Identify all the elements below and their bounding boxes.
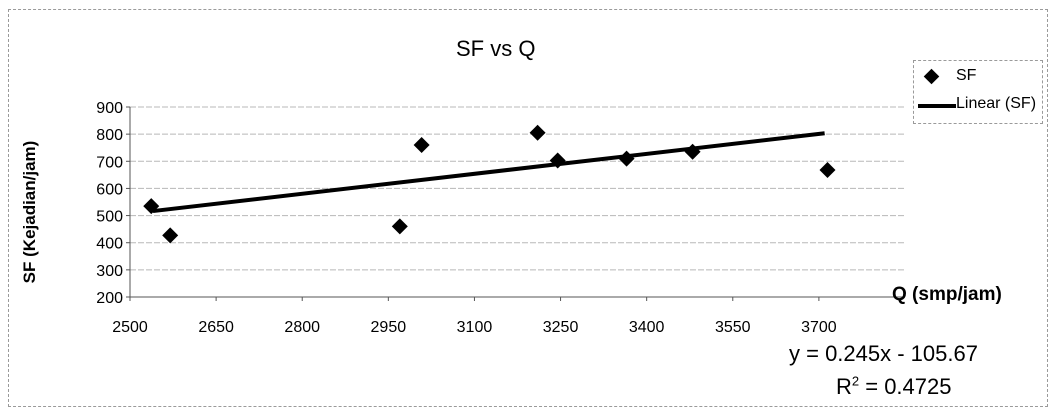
r-squared-value: = 0.4725	[859, 374, 952, 399]
y-tick-label: 800	[96, 127, 123, 144]
chart-frame	[8, 9, 1048, 407]
data-point	[391, 218, 408, 235]
y-tick-label: 400	[96, 236, 123, 253]
trendline-equation: y = 0.245x - 105.67	[789, 341, 978, 366]
legend-label-sf: SF	[956, 67, 977, 84]
x-tick-label: 2650	[198, 319, 234, 336]
y-tick-label: 600	[96, 181, 123, 198]
r-squared-symbol: R	[836, 374, 852, 399]
diamond-marker-icon	[923, 68, 940, 85]
x-tick-label: 3550	[715, 319, 751, 336]
data-point	[819, 161, 836, 178]
x-tick-label: 3700	[801, 319, 837, 336]
r-squared-label: R2 = 0.4725	[836, 374, 952, 400]
r-squared-exponent: 2	[851, 373, 860, 389]
legend: SF Linear (SF)	[913, 60, 1043, 124]
data-point	[413, 137, 430, 153]
x-tick-label: 3250	[543, 319, 579, 336]
x-axis-label: Q (smp/jam)	[892, 284, 1002, 305]
chart-title: SF vs Q	[456, 36, 536, 61]
y-tick-label: 200	[96, 290, 123, 307]
y-axis-label: SF (Kejadian/jam)	[20, 140, 39, 284]
data-point	[684, 143, 701, 160]
trendline	[152, 131, 825, 214]
y-tick-label: 500	[96, 209, 123, 226]
data-point	[529, 124, 546, 141]
y-tick-label: 900	[96, 100, 123, 117]
x-tick-label: 2800	[284, 319, 320, 336]
y-tick-label: 700	[96, 154, 123, 171]
legend-label-linear: Linear (SF)	[956, 95, 1037, 112]
data-point	[143, 198, 160, 215]
legend-item-linear: Linear (SF)	[914, 95, 1044, 115]
x-tick-label: 2500	[112, 319, 148, 336]
data-point	[618, 150, 635, 167]
legend-item-sf: SF	[914, 67, 1034, 87]
data-point	[549, 152, 566, 169]
trendline-swatch-icon	[918, 104, 956, 108]
y-tick-label: 300	[96, 263, 123, 280]
x-tick-label: 3100	[457, 319, 493, 336]
data-point	[162, 227, 179, 244]
x-tick-label: 2950	[371, 319, 407, 336]
x-tick-label: 3400	[629, 319, 665, 336]
